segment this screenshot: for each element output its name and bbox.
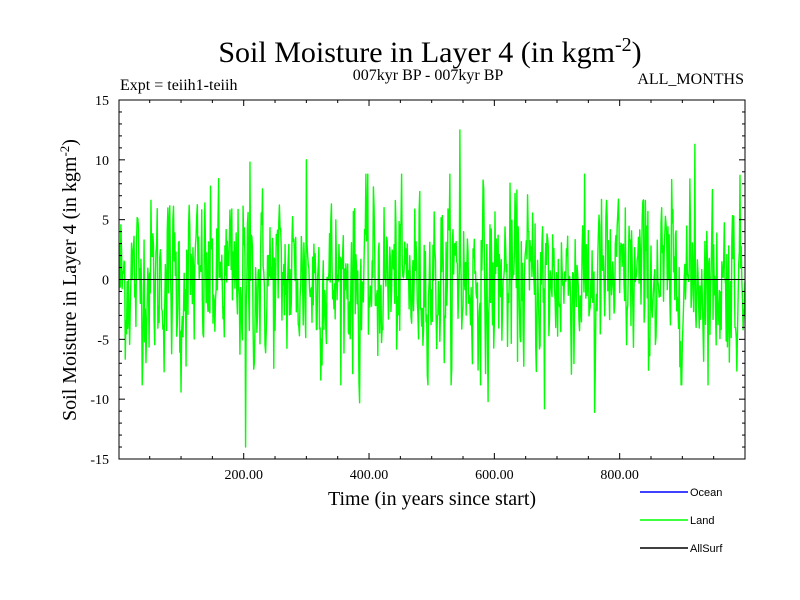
- chart-title-sup: -2: [615, 34, 632, 56]
- y-axis-label: Soil Moisture in Layer 4 (in kgm-2): [57, 139, 82, 421]
- y-axis-label-end: ): [59, 139, 81, 146]
- legend-label-land: Land: [690, 515, 714, 527]
- x-tick-label: 600.00: [475, 468, 514, 483]
- y-tick-label: -10: [90, 393, 109, 408]
- x-tick-label: 800.00: [600, 468, 639, 483]
- y-axis-ticks: -15 -10 -5 0 5 10 15: [90, 94, 745, 468]
- expt-label: Expt = teiih1-teiih: [120, 77, 237, 94]
- y-tick-label: 0: [102, 274, 109, 289]
- y-tick-label: -5: [97, 333, 109, 348]
- series-line-land: [119, 129, 745, 448]
- legend: Ocean Land AllSurf: [640, 487, 723, 555]
- x-axis-label: Time (in years since start): [328, 488, 536, 510]
- y-axis-label-main: Soil Moisture in Layer 4 (in kgm: [59, 156, 81, 421]
- x-tick-label: 400.00: [350, 468, 389, 483]
- chart-title-end: ): [632, 36, 642, 69]
- period-label: 007kyr BP - 007kyr BP: [353, 67, 504, 84]
- legend-label-allsurf: AllSurf: [690, 543, 723, 555]
- y-tick-label: 10: [95, 154, 109, 169]
- x-tick-label: 200.00: [224, 468, 263, 483]
- y-axis-label-sup: -2: [57, 146, 72, 157]
- plot-area: [118, 99, 746, 460]
- months-label: ALL_MONTHS: [637, 71, 744, 88]
- legend-label-ocean: Ocean: [690, 487, 722, 499]
- chart-title-main: Soil Moisture in Layer 4 (in kgm: [218, 36, 615, 69]
- series-layer: [119, 129, 745, 448]
- y-tick-label: 15: [95, 94, 109, 109]
- y-tick-label: 5: [102, 214, 109, 229]
- y-tick-label: -15: [90, 453, 109, 468]
- chart-title: Soil Moisture in Layer 4 (in kgm-2): [218, 34, 641, 69]
- x-axis-ticks: 200.00 400.00 600.00 800.00: [149, 100, 715, 483]
